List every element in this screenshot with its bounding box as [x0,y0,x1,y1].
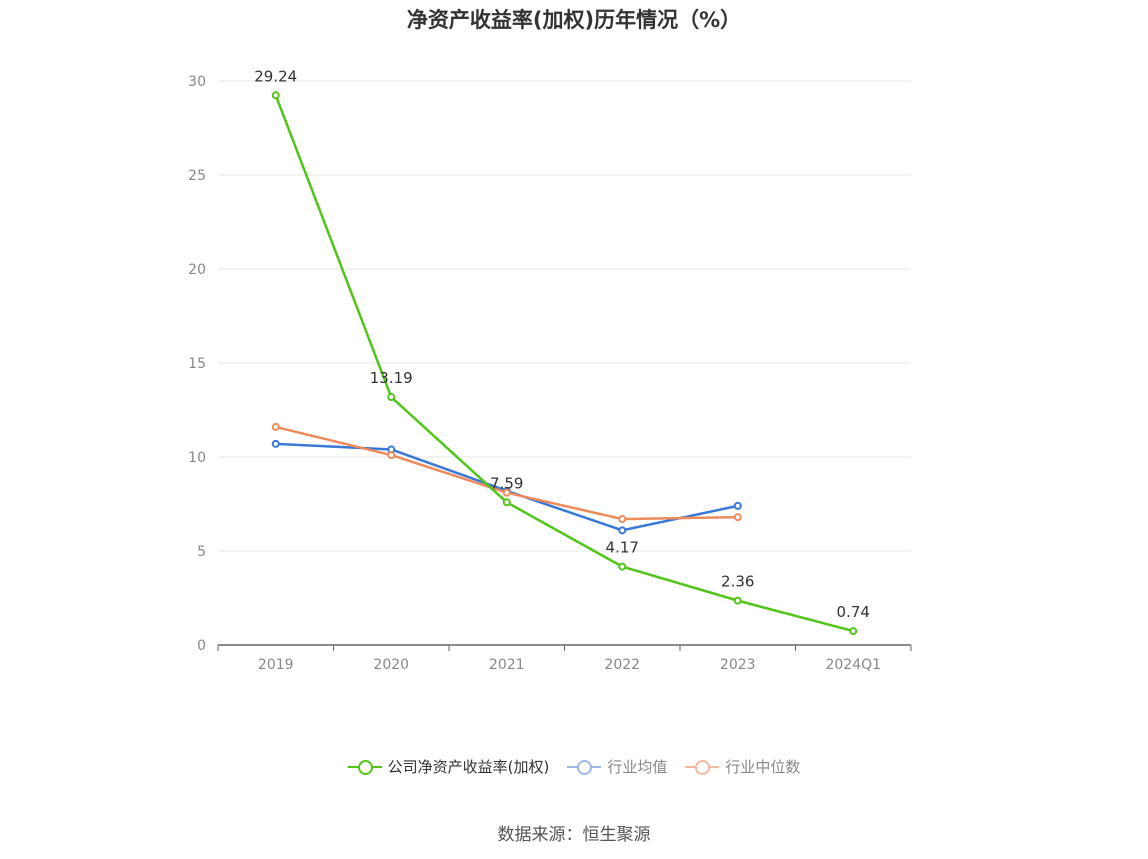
line-chart: 0 5 10 15 20 25 30 2019 2020 2021 2022 2023 2024Q1 2… [188,67,912,673]
grid-lines [218,80,911,552]
legend: 公司净资产收益率(加权) 行业均值 行业中位数 [0,756,1148,777]
x-tick-label: 2021 [489,657,525,673]
x-tick-label: 2023 [720,657,756,673]
x-tick-label: 2024Q1 [825,657,881,673]
data-point [271,422,280,431]
y-tick-label: 15 [188,356,206,372]
legend-item[interactable]: 行业中位数 [685,756,800,777]
data-point [502,488,511,497]
axes: 0 5 10 15 20 25 30 2019 2020 2021 2022 2023 2024Q1 [188,74,912,673]
y-tick-label: 0 [197,638,206,654]
legend-label: 行业均值 [607,758,668,776]
data-point [849,627,858,636]
chart-title: 净资产收益率(加权)历年情况（%） [406,8,742,32]
x-tick-label: 2022 [604,657,640,673]
data-label: 2.36 [721,573,754,591]
legend-marker-icon [685,759,720,775]
data-point [733,596,742,605]
data-label: 29.24 [254,67,297,85]
legend-marker-icon [347,759,382,775]
legend-item[interactable]: 行业均值 [567,756,667,777]
series-line-0 [274,94,854,633]
y-tick-label: 20 [188,262,206,278]
legend-item[interactable]: 公司净资产收益率(加权) [347,756,550,777]
data-label: 0.74 [837,603,870,621]
y-tick-label: 30 [188,74,206,90]
data-label: 4.17 [606,539,639,557]
y-tick-label: 5 [197,544,206,560]
data-point [733,513,742,522]
data-labels: 29.24 13.19 7.59 4.17 2.36 0.74 [254,67,870,621]
data-point [618,562,627,571]
series-lines [271,91,858,636]
data-point [387,451,396,460]
data-point [618,526,627,535]
data-label: 7.59 [490,474,523,492]
x-tick-label: 2019 [258,657,294,673]
data-point [733,501,742,510]
y-tick-label: 25 [188,168,206,184]
y-tick-label: 10 [188,450,206,466]
data-label: 13.19 [370,369,413,387]
data-point [618,515,627,524]
data-point [502,498,511,507]
legend-label: 公司净资产收益率(加权) [387,758,550,776]
data-point [271,439,280,448]
legend-marker-icon [567,759,602,775]
legend-label: 行业中位数 [725,758,801,776]
x-tick-label: 2020 [373,657,409,673]
data-source: 数据来源：恒生聚源 [497,825,651,845]
data-point [387,393,396,402]
data-point [271,91,280,100]
